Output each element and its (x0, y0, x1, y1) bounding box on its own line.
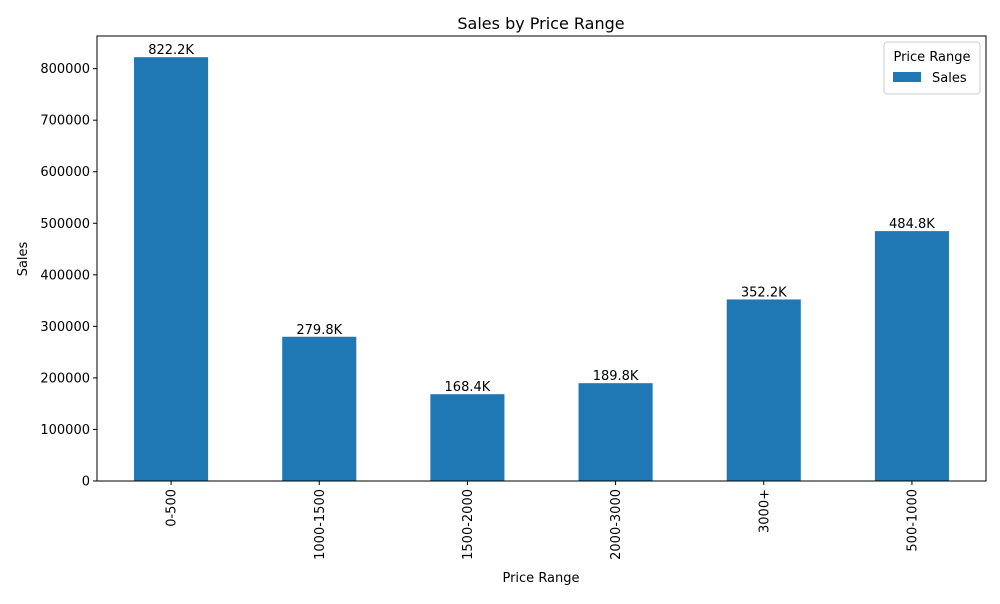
bar-2000-3000 (578, 383, 653, 481)
data-label-0-500: 822.2K (148, 43, 194, 58)
x-tick-label-500-1000: 500-1000 (905, 489, 920, 552)
ticks-layer: 0-500 1000-1500 1500-2000 2000-3000 3000+ 500… (40, 62, 920, 560)
y-tick-label-0: 0 (82, 475, 90, 490)
y-tick-label-100000: 100000 (40, 423, 90, 438)
data-label-2000-3000: 189.8K (593, 369, 639, 384)
legend-swatch-sales (893, 72, 921, 82)
data-label-1500-2000: 168.4K (445, 380, 491, 395)
y-tick-label-600000: 600000 (40, 165, 90, 180)
data-label-500-1000: 484.8K (889, 217, 935, 232)
bar-1500-2000 (430, 394, 505, 481)
legend-entry-sales: Sales (932, 71, 967, 86)
chart-title: Sales by Price Range (457, 14, 624, 33)
bar-0-500 (134, 57, 209, 481)
y-tick-label-400000: 400000 (40, 268, 90, 283)
x-axis-label: Price Range (502, 571, 579, 586)
bar-3000+ (726, 299, 801, 481)
x-tick-label-3000+: 3000+ (757, 489, 772, 533)
y-axis-label: Sales (16, 241, 31, 276)
plot-area-frame (96, 35, 987, 482)
y-tick-label-700000: 700000 (40, 114, 90, 129)
y-tick-label-800000: 800000 (40, 62, 90, 77)
bar-500-1000 (874, 231, 949, 481)
legend-title: Price Range (893, 50, 970, 65)
x-tick-label-1500-2000: 1500-2000 (461, 489, 476, 560)
x-tick-label-1000-1500: 1000-1500 (313, 489, 328, 560)
x-tick-label-2000-3000: 2000-3000 (609, 489, 624, 560)
x-tick-label-0-500: 0-500 (165, 489, 180, 527)
legend: Price Range Sales (883, 41, 981, 95)
bar-1000-1500 (282, 336, 357, 481)
data-label-1000-1500: 279.8K (296, 323, 342, 338)
y-tick-label-300000: 300000 (40, 320, 90, 335)
y-tick-label-500000: 500000 (40, 217, 90, 232)
y-tick-label-200000: 200000 (40, 371, 90, 386)
bars-layer: 822.2K 279.8K 168.4K 189.8K 352.2K 484.8K (134, 43, 949, 481)
data-label-3000+: 352.2K (741, 285, 787, 300)
